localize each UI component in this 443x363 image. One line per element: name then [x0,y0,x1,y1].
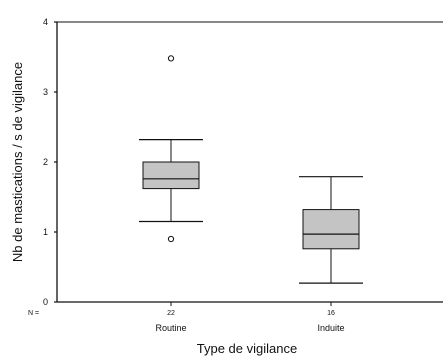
y-axis-title: Nb de mastications / s de vigilance [10,62,25,262]
n-count-label: 22 [167,310,175,317]
x-axis-title: Type de vigilance [197,341,297,356]
y-axis-ticks: 0 1 2 3 4 [43,17,57,307]
iqr-box [142,161,200,190]
outlier-point [167,55,175,62]
y-tick-label: 1 [43,227,48,237]
boxplot-series [139,55,363,284]
n-prefix-label: N = [28,310,39,317]
category-label: Routine [155,323,186,333]
y-tick-label: 4 [43,17,48,27]
outlier-point [167,235,175,243]
x-axis-labels: 22 Routine 16 Induite [155,302,345,333]
y-tick-label: 2 [43,157,48,167]
y-tick-label: 0 [43,297,48,307]
box-group-routine [139,55,203,243]
box-group-induite [299,176,363,284]
category-label: Induite [317,323,344,333]
n-count-label: 16 [327,310,335,317]
iqr-box [302,209,360,250]
y-tick-label: 3 [43,87,48,97]
